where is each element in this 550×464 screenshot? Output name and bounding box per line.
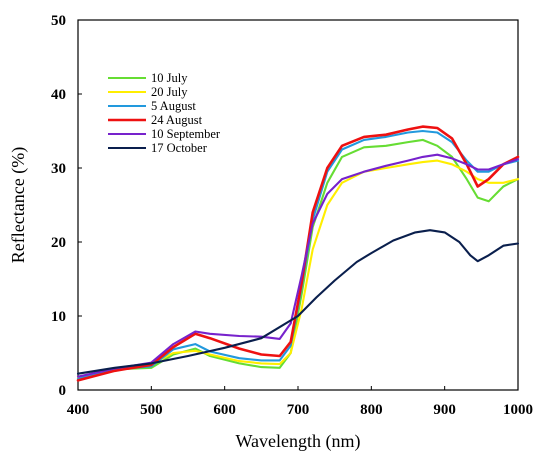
y-tick-label: 10 xyxy=(51,309,66,325)
legend-label: 10 September xyxy=(151,127,221,141)
legend-label: 24 August xyxy=(151,113,203,127)
series-layer xyxy=(76,125,520,382)
legend-label: 5 August xyxy=(151,99,196,113)
x-tick-label: 800 xyxy=(360,402,383,418)
plot-area xyxy=(77,19,519,391)
y-tick-label: 0 xyxy=(59,383,67,399)
x-tick-label: 600 xyxy=(213,402,236,418)
x-tick-label: 1000 xyxy=(503,402,533,418)
y-tick-label: 20 xyxy=(51,235,66,251)
plot-frame xyxy=(77,19,519,391)
x-tick-label: 500 xyxy=(140,402,163,418)
series-line-17-october xyxy=(76,229,520,375)
series-line-10-september xyxy=(76,153,520,378)
x-tick-label: 400 xyxy=(67,402,90,418)
series-line-10-july xyxy=(76,138,520,380)
y-tick-label: 40 xyxy=(51,87,66,103)
x-tick-label: 700 xyxy=(287,402,310,418)
y-tick-label: 30 xyxy=(51,161,66,177)
y-tick-label: 50 xyxy=(51,13,66,29)
series-line-5-august xyxy=(76,129,520,380)
x-axis-title: Wavelength (nm) xyxy=(235,431,360,452)
axes: Wavelength (nm) Reflectance (%) 400 500 60… xyxy=(8,13,533,452)
y-axis-title: Reflectance (%) xyxy=(8,147,29,263)
x-tick-label: 900 xyxy=(433,402,456,418)
series-line-20-july xyxy=(76,159,520,380)
legend-label: 17 October xyxy=(151,141,208,155)
legend-label: 20 July xyxy=(151,85,188,99)
legend-label: 10 July xyxy=(151,71,188,85)
